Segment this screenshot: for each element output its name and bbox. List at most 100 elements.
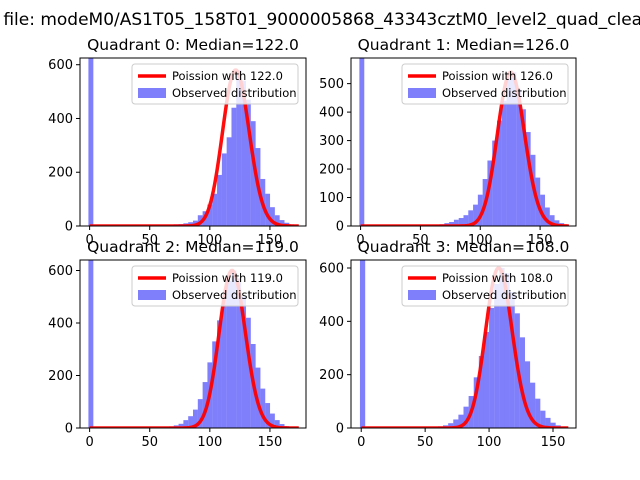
legend-box (131, 63, 299, 105)
histogram-bar (221, 153, 227, 226)
histogram-bar (519, 337, 525, 428)
histogram-bar (260, 388, 266, 428)
y-tick-label: 600 (48, 58, 73, 73)
legend-label-observed: Observed distribution (442, 288, 567, 302)
histogram-bar (463, 215, 469, 226)
histogram-bar (183, 420, 189, 428)
histogram-bar (554, 220, 560, 226)
poisson-curve (89, 268, 300, 428)
legend-box (131, 265, 299, 307)
x-tick-label: 50 (417, 435, 434, 450)
subplot-title: Quadrant 2: Median=119.0 (87, 238, 299, 256)
histogram-bar (520, 109, 526, 226)
y-tick-label: 200 (48, 166, 73, 181)
histogram-bar (529, 382, 536, 428)
histogram-bar (279, 220, 285, 226)
histogram-bar (458, 218, 464, 226)
histogram-bar (212, 193, 218, 226)
legend: Poission with 126.0 Observed distribution (401, 63, 569, 105)
legend-swatch-observed (138, 290, 166, 300)
histogram-bar-zero (359, 260, 366, 428)
axes-frame (350, 57, 577, 227)
x-tick-label: 0 (85, 233, 93, 248)
y-tick-label: 0 (65, 422, 73, 437)
histogram-bar (487, 160, 493, 226)
x-tick-label: 150 (528, 233, 553, 248)
poisson-curve (89, 68, 300, 226)
histogram-bar (473, 377, 479, 428)
histogram-bar (506, 77, 512, 226)
poisson-curve (360, 266, 569, 428)
legend-box (401, 63, 569, 105)
x-tick-label: 50 (141, 435, 158, 450)
y-tick-label: 400 (319, 106, 344, 121)
histogram-bar-zero (88, 58, 94, 226)
histogram-bar (265, 403, 271, 428)
histogram-bar (468, 210, 474, 226)
histogram-bar (274, 215, 280, 226)
x-tick-label: 50 (412, 233, 429, 248)
histogram-bar-zero (359, 58, 365, 226)
histogram-bar (509, 292, 515, 428)
x-tick-label: 100 (468, 233, 493, 248)
subplot-quadrant-2: 0 50 100 150 0 200 400 600 Quadrant 2: Median=11… (48, 238, 307, 450)
y-tick-label: 0 (65, 220, 73, 235)
legend-label-observed: Observed distribution (442, 86, 567, 100)
histogram-bar (494, 284, 500, 428)
y-tick-label: 600 (319, 262, 344, 277)
legend-label-observed: Observed distribution (172, 86, 297, 100)
y-tick-label: 200 (319, 163, 344, 178)
histogram-bar (217, 320, 222, 428)
histogram-bar (245, 99, 251, 226)
histogram-bar (524, 361, 531, 428)
y-tick-label: 200 (319, 368, 344, 383)
y-tick-label: 0 (336, 422, 344, 437)
legend-label-poisson: Poission with 108.0 (442, 271, 553, 285)
histogram-bar (188, 416, 194, 428)
histogram-bar (245, 317, 251, 428)
histogram-bar (477, 194, 483, 226)
x-tick-label: 0 (85, 435, 93, 450)
histogram-bar (501, 100, 507, 226)
y-tick-label: 200 (48, 369, 73, 384)
x-tick-label: 100 (197, 233, 222, 248)
histogram-bar (545, 417, 551, 428)
histogram-bar (236, 70, 242, 226)
y-tick-label: 600 (48, 264, 73, 279)
histogram-bar (265, 193, 271, 226)
legend-box (401, 265, 569, 307)
axes-frame (79, 57, 307, 227)
histogram-bar (226, 281, 232, 428)
subplot-quadrant-0: 0 50 100 150 0 200 400 600 Quadrant 0: Median=12… (48, 36, 307, 248)
plot-area (359, 260, 569, 428)
x-tick-label: 150 (258, 435, 283, 450)
histogram-bar (499, 268, 505, 428)
axes-frame (350, 259, 577, 429)
histogram-bar (516, 89, 522, 226)
histogram-bar (492, 140, 498, 226)
histogram-bar (550, 422, 556, 428)
plot-area (88, 58, 300, 226)
subplot-title: Quadrant 3: Median=108.0 (358, 238, 570, 256)
histogram-bar (463, 406, 469, 428)
histogram-bar (483, 332, 490, 428)
y-tick-label: 400 (48, 112, 73, 127)
subplot-title: Quadrant 0: Median=122.0 (87, 36, 299, 54)
y-tick-label: 0 (336, 220, 344, 235)
legend: Poission with 119.0 Observed distribution (131, 265, 299, 307)
legend-label-poisson: Poission with 126.0 (442, 69, 553, 83)
histogram-bar (540, 410, 546, 428)
histogram-bar (504, 273, 510, 428)
subplot-quadrant-1: 0 50 100 150 0 100 200 300 400 500 Quadrant 1: Med… (319, 36, 577, 248)
legend: Poission with 108.0 Observed distribution (401, 265, 569, 307)
histogram-bar (197, 399, 203, 428)
histogram-bar (525, 132, 531, 226)
legend-swatch-observed (138, 88, 166, 98)
subplot-quadrant-3: 0 50 100 150 0 200 400 600 Quadrant 3: Median=10… (319, 238, 577, 450)
histogram-bar (448, 423, 454, 428)
histogram-bar (478, 356, 485, 428)
histogram-bar (250, 121, 256, 226)
histogram-bar (535, 398, 541, 428)
histogram-bar (497, 120, 502, 226)
axes-frame (79, 259, 307, 429)
